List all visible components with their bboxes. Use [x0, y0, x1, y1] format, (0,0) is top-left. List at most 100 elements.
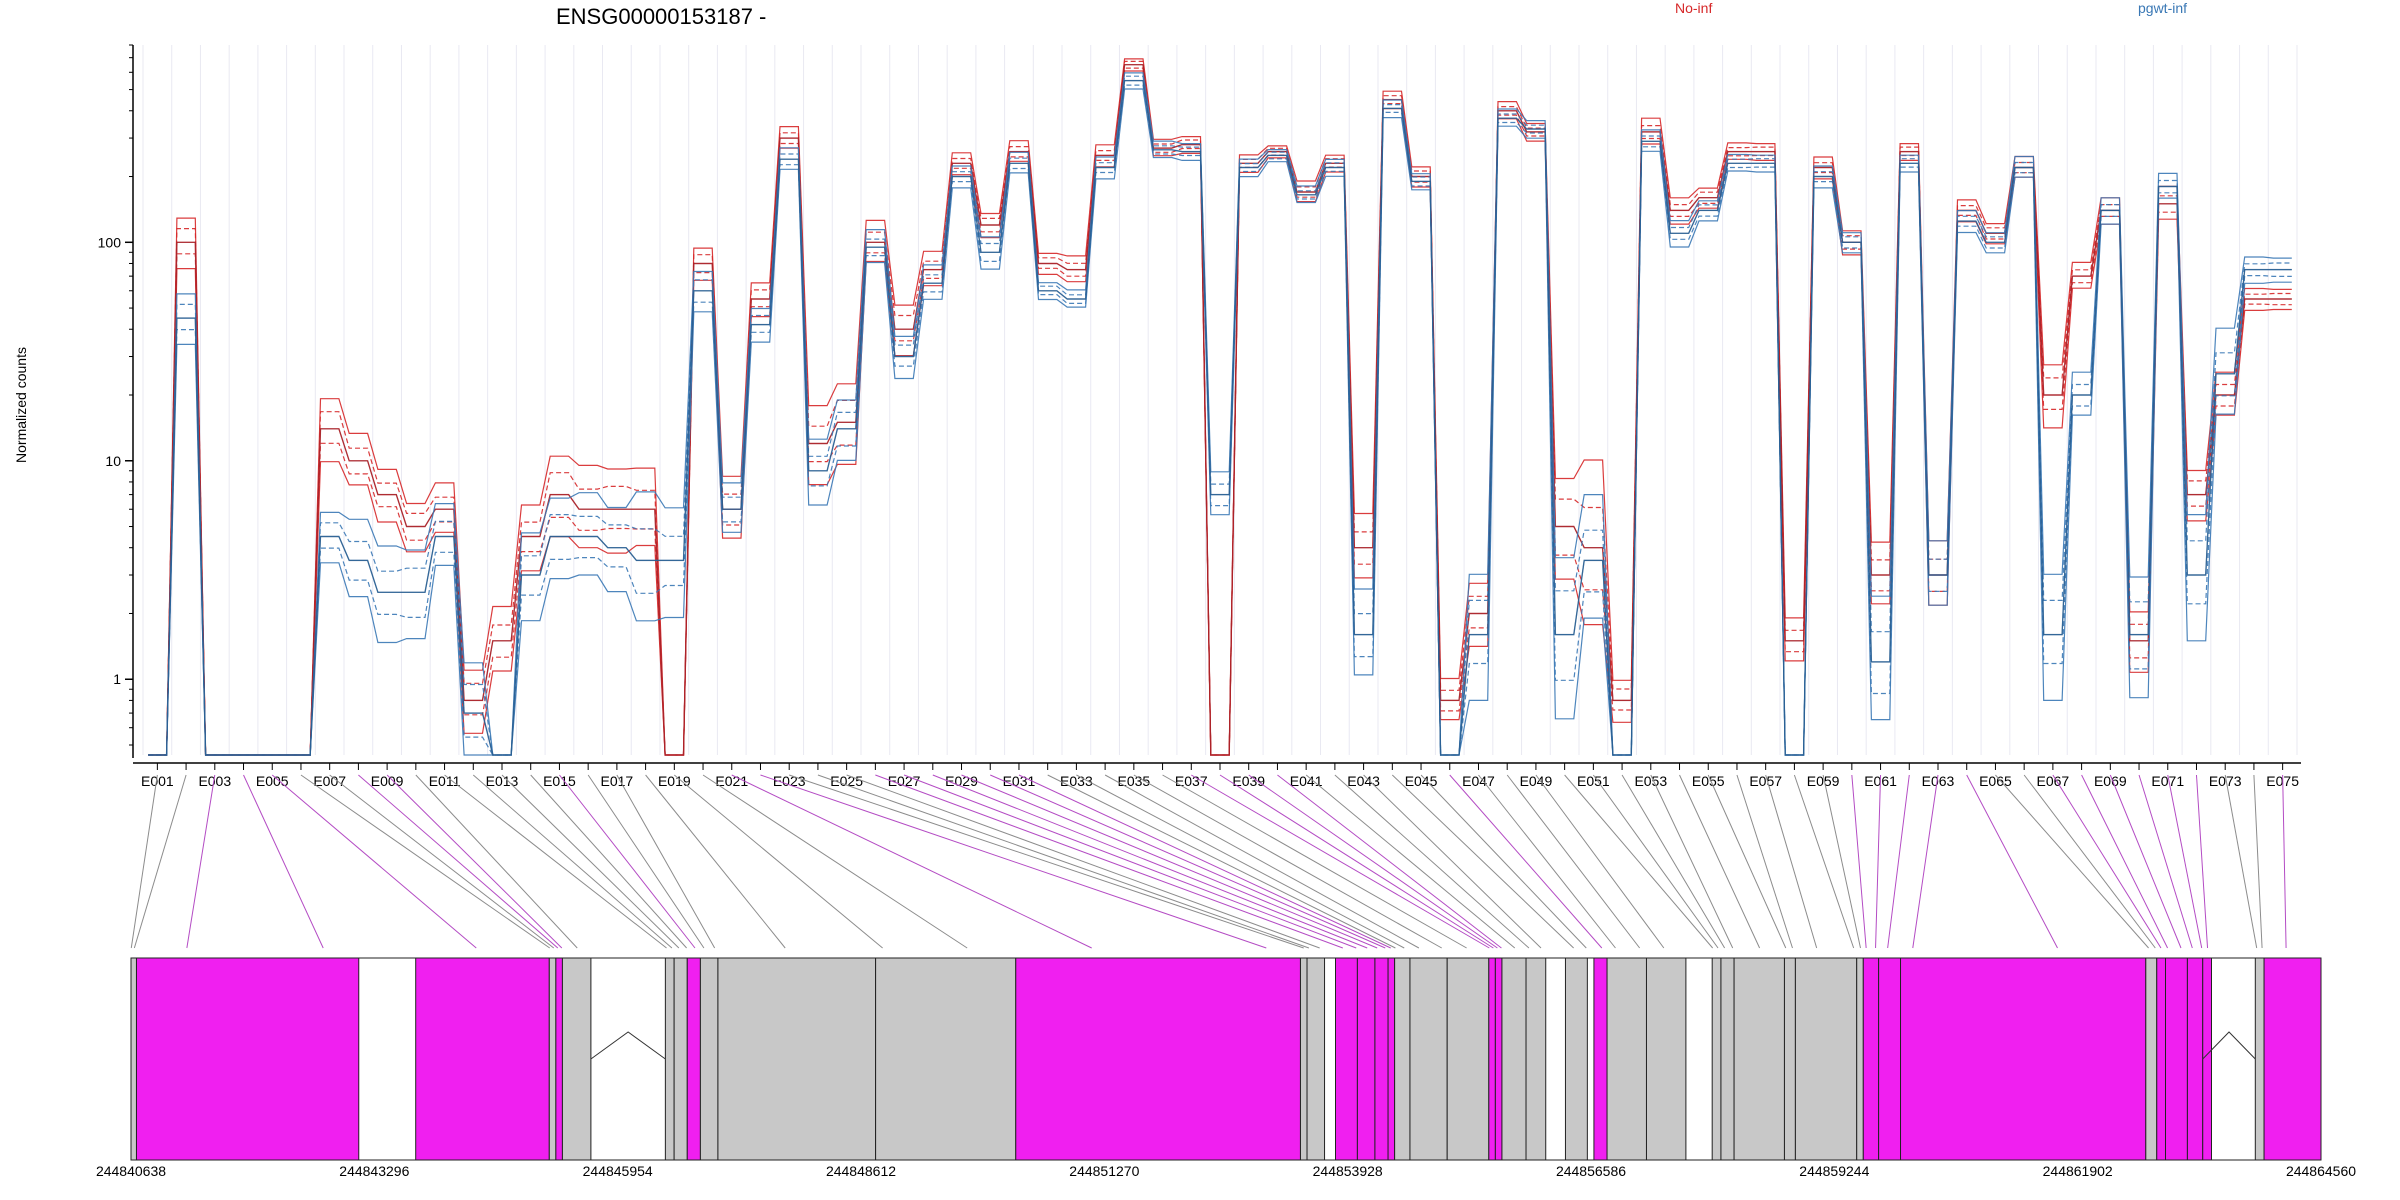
noncoding-exon [673, 957, 688, 1161]
x-tick-label: E029 [945, 773, 978, 789]
exon-connector [2023, 774, 2156, 949]
exon-connector [674, 774, 883, 949]
exon-connector [386, 774, 563, 949]
coding-exon [1593, 957, 1608, 1161]
exon-connector [2195, 774, 2209, 949]
plot-grid [142, 45, 2298, 755]
noncoding-exon [1394, 957, 1411, 1161]
coding-exon [1387, 957, 1396, 1161]
series-line-no-inf [148, 67, 2292, 756]
exon-connector [875, 774, 1343, 949]
series-lines [148, 58, 2292, 756]
gene-coordinate-label: 244861902 [2043, 1163, 2113, 1179]
x-tick-label: E053 [1634, 773, 1667, 789]
exon-connector [472, 774, 673, 949]
exon-connector [130, 774, 158, 949]
x-tick-label: E037 [1175, 773, 1208, 789]
exon-connector [1391, 774, 1574, 949]
exon-connector [1736, 774, 1793, 949]
x-tick-label: E007 [313, 773, 346, 789]
coding-exon [135, 957, 360, 1161]
x-tick-label: E067 [2037, 773, 2070, 789]
exon-connector [2109, 774, 2182, 949]
exon-connector [2167, 774, 2203, 949]
coding-exon [1494, 957, 1503, 1161]
exon-connector [1047, 774, 1396, 949]
exon-connector [186, 774, 216, 949]
exon-connector [1506, 774, 1641, 949]
coding-exon [1862, 957, 1880, 1161]
noncoding-exon [561, 957, 592, 1161]
x-tick-label: E041 [1290, 773, 1323, 789]
coding-exon [1335, 957, 1358, 1161]
noncoding-exon [717, 957, 877, 1161]
y-tick-label: 1 [113, 671, 121, 687]
gene-coordinate-label: 244851270 [1069, 1163, 1139, 1179]
gene-model [130, 957, 2322, 1161]
exon-connector [444, 774, 667, 949]
exon-connector [2052, 774, 2162, 949]
x-tick-label: E025 [830, 773, 863, 789]
exon-connector [243, 774, 324, 949]
x-tick-label: E011 [429, 773, 461, 789]
noncoding-exon [1794, 957, 1858, 1161]
exon-connector [1966, 774, 2058, 949]
x-tick-label: E055 [1692, 773, 1725, 789]
exon-connector [1793, 774, 1855, 949]
noncoding-exon [1446, 957, 1490, 1161]
exon-connector [1822, 774, 1861, 949]
exon-connectors [130, 774, 2287, 949]
exon-connector [1592, 774, 1719, 949]
x-tick-label: E049 [1520, 773, 1553, 789]
noncoding-exon [699, 957, 719, 1161]
coding-exon [686, 957, 701, 1161]
chart-title: ENSG00000153187 - [556, 4, 766, 29]
coding-exon [2186, 957, 2204, 1161]
exon-connector [645, 774, 786, 949]
exon-connector [271, 774, 477, 949]
noncoding-exon [1856, 957, 1864, 1161]
exon-connector [1875, 774, 1882, 949]
mean-line-no-inf [148, 64, 2292, 756]
exon-connector [961, 774, 1378, 949]
exon-connector [903, 774, 1357, 949]
x-tick-label: E035 [1117, 773, 1150, 789]
series-line-no-inf [148, 60, 2292, 756]
exon-connector [1478, 774, 1616, 949]
x-tick-label: E023 [773, 773, 806, 789]
y-axis: 1 10 100 [98, 44, 134, 758]
x-tick-label: E013 [486, 773, 519, 789]
x-tick-label: E059 [1807, 773, 1840, 789]
coding-exon [1488, 957, 1496, 1161]
x-tick-label: E009 [371, 773, 404, 789]
exon-connector [2081, 774, 2169, 949]
exon-connector [587, 774, 705, 949]
noncoding-exon [875, 957, 1017, 1161]
series-line-no-inf [148, 64, 2292, 756]
exon-connector [1334, 774, 1530, 949]
noncoding-exon [2145, 957, 2158, 1161]
exon-connector [1535, 774, 1665, 949]
x-tick-label: E001 [141, 773, 174, 789]
exon-connector [1564, 774, 1714, 949]
exon-connector [1191, 774, 1490, 949]
coding-exon [1878, 957, 1902, 1161]
y-axis-label: Normalized counts [13, 347, 29, 463]
gene-coordinate-label: 244864560 [2286, 1163, 2356, 1179]
exon-connector [1707, 774, 1787, 949]
x-tick-label: E039 [1232, 773, 1265, 789]
exon-connector [1621, 774, 1726, 949]
coding-exon [1374, 957, 1389, 1161]
noncoding-exon [1645, 957, 1687, 1161]
noncoding-exon [664, 957, 675, 1161]
noncoding-exon [1306, 957, 1326, 1161]
x-tick-label: E057 [1749, 773, 1782, 789]
exon-connector [1363, 774, 1542, 949]
coding-exon [2263, 957, 2322, 1161]
exon-connector [1420, 774, 1587, 949]
x-tick-label: E051 [1577, 773, 1610, 789]
gene-coordinate-label: 244848612 [826, 1163, 896, 1179]
exon-connector [1912, 774, 1939, 949]
noncoding-exon [1733, 957, 1785, 1161]
exon-connector [1449, 774, 1603, 949]
